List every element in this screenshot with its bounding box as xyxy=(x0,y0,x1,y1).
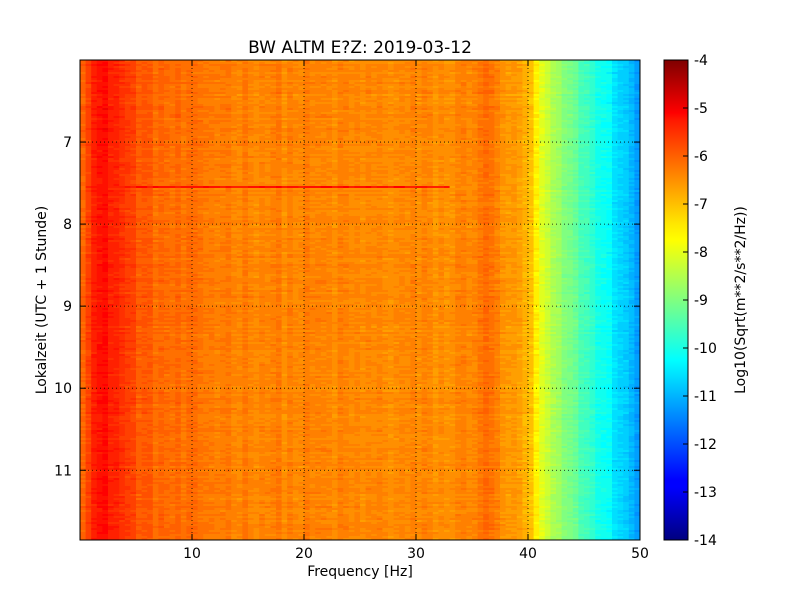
chart-title: BW ALTM E?Z: 2019-03-12 xyxy=(248,38,472,58)
spectrogram-heatmap xyxy=(80,60,641,541)
